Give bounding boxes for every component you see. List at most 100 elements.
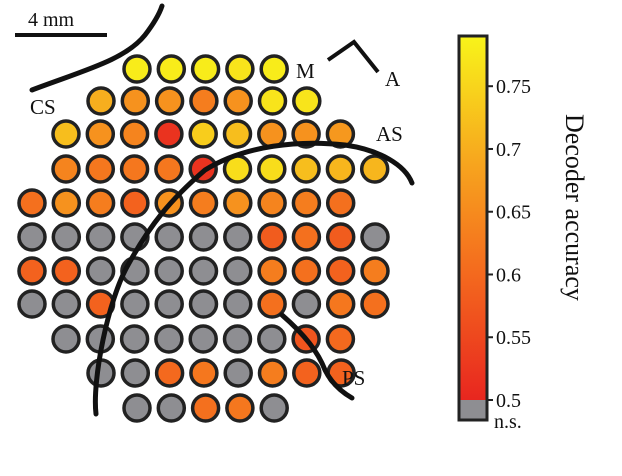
electrode-array (17, 54, 390, 423)
electrode (85, 119, 116, 149)
scale-bar-label: 4 mm (28, 9, 75, 31)
electrode-ns (223, 256, 253, 286)
electrode (51, 154, 81, 184)
electrode (359, 154, 390, 184)
electrode-ns (188, 289, 219, 319)
electrode-ns (188, 324, 218, 354)
electrode (257, 358, 288, 388)
label-ps: PS (342, 366, 365, 390)
electrode (291, 154, 321, 184)
electrode (154, 119, 184, 149)
electrode (225, 393, 255, 423)
electrode (190, 54, 221, 84)
label-cs: CS (30, 95, 56, 119)
colorbar-tick-label: 0.7 (496, 139, 521, 161)
electrode (85, 188, 116, 218)
electrode (292, 358, 322, 388)
electrode (257, 86, 288, 116)
electrode (257, 188, 287, 218)
electrode-ns (154, 222, 184, 252)
colorbar-tick-label: 0.55 (496, 327, 531, 349)
electrode (51, 119, 81, 149)
electrode (223, 188, 253, 218)
electrode (120, 188, 150, 218)
electrode-ns (154, 256, 184, 286)
electrode (189, 358, 219, 388)
electrode (51, 188, 82, 218)
electrode (360, 256, 390, 286)
electrode-ns (259, 393, 289, 423)
electrode-ns (122, 393, 152, 423)
electrode (188, 188, 219, 218)
electrode-ns (120, 289, 150, 319)
electrode (188, 119, 218, 149)
electrode (325, 222, 356, 252)
label-m: M (296, 59, 315, 83)
colorbar-tick-label: 0.75 (496, 76, 531, 98)
electrode-ns (17, 222, 47, 252)
electrode (190, 393, 221, 423)
electrode-ns (291, 289, 322, 319)
electrode-ns (223, 222, 253, 252)
colorbar-gradient (459, 36, 487, 400)
electrode (259, 54, 289, 84)
colorbar-tick-label: 0.5 (496, 390, 521, 412)
electrode-ns (119, 324, 150, 354)
electrode (119, 154, 150, 184)
electrode-ns (222, 324, 253, 354)
electrode (360, 289, 390, 319)
electrode-ns (51, 324, 81, 354)
electrode (86, 86, 116, 116)
central-sulcus-line (29, 3, 165, 93)
electrode (120, 86, 151, 116)
colorbar-ns-block (459, 400, 487, 420)
electrode (325, 256, 356, 286)
electrode-ns (257, 324, 287, 354)
sulci (29, 3, 415, 417)
electrode (291, 222, 322, 252)
electrode (154, 154, 184, 184)
electrode (189, 86, 219, 116)
electrode-ns (156, 393, 187, 423)
colorbar-frame (457, 34, 489, 422)
colorbar-tick-label: 0.65 (496, 202, 531, 224)
electrode (257, 154, 287, 184)
electrode-ns (154, 289, 184, 319)
electrode (223, 86, 253, 116)
electrode-ns (188, 256, 219, 286)
electrode (325, 324, 356, 354)
electrode-ns (188, 222, 219, 252)
electrode (122, 54, 152, 84)
electrode-ns (51, 289, 82, 319)
electrode (17, 188, 47, 218)
colorbar: 0.75 0.7 0.65 0.6 0.55 0.5 n.s. Decoder accur… (457, 34, 589, 433)
electrode (154, 86, 185, 116)
electrode (325, 154, 356, 184)
label-as: AS (376, 122, 403, 146)
electrode (222, 119, 253, 149)
electrode-ns (120, 358, 151, 388)
colorbar-ns-label: n.s. (494, 411, 522, 433)
electrode (119, 119, 150, 149)
electrode (257, 256, 287, 286)
electrode (291, 188, 322, 218)
electrode (257, 289, 287, 319)
electrode (156, 54, 187, 84)
colorbar-tick-label: 0.6 (496, 264, 521, 286)
electrode-ns (85, 256, 116, 286)
electrode (292, 86, 322, 116)
orientation-arrow (326, 39, 380, 74)
electrode (225, 54, 255, 84)
electrode (291, 119, 321, 149)
electrode (257, 222, 287, 252)
label-a: A (385, 67, 401, 91)
electrode-ns (223, 289, 253, 319)
electrode-ns (51, 222, 82, 252)
electrode (291, 256, 322, 286)
electrode-ns (223, 358, 253, 388)
principal-sulcus-line (279, 312, 355, 401)
colorbar-ticks: 0.75 0.7 0.65 0.6 0.55 0.5 (487, 76, 531, 412)
arcuate-sulcus-line (92, 140, 415, 417)
electrode-ns (154, 324, 184, 354)
